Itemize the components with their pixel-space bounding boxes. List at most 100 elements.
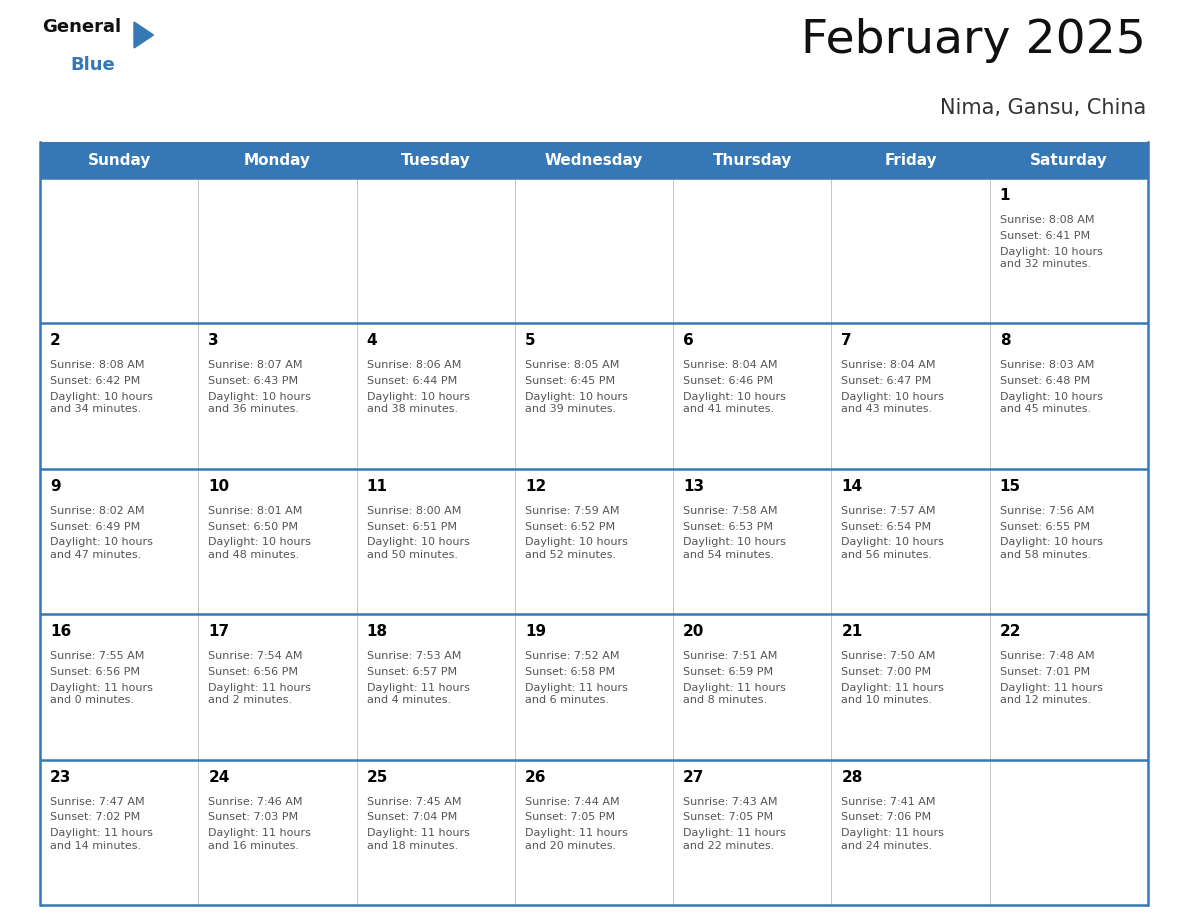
Text: Sunrise: 8:03 AM: Sunrise: 8:03 AM bbox=[1000, 361, 1094, 370]
Bar bbox=[198, 323, 356, 469]
Text: Sunrise: 7:46 AM: Sunrise: 7:46 AM bbox=[208, 797, 303, 807]
Text: Sunrise: 8:04 AM: Sunrise: 8:04 AM bbox=[841, 361, 936, 370]
Bar bbox=[674, 469, 832, 614]
Bar bbox=[832, 323, 990, 469]
Bar bbox=[674, 759, 832, 905]
Text: Sunset: 6:51 PM: Sunset: 6:51 PM bbox=[367, 521, 456, 532]
Text: Daylight: 11 hours
and 22 minutes.: Daylight: 11 hours and 22 minutes. bbox=[683, 828, 786, 851]
Text: Sunset: 6:53 PM: Sunset: 6:53 PM bbox=[683, 521, 773, 532]
Text: Tuesday: Tuesday bbox=[400, 152, 470, 167]
Text: Sunrise: 7:50 AM: Sunrise: 7:50 AM bbox=[841, 651, 936, 661]
Text: Sunrise: 7:44 AM: Sunrise: 7:44 AM bbox=[525, 797, 619, 807]
Text: Sunrise: 7:53 AM: Sunrise: 7:53 AM bbox=[367, 651, 461, 661]
Text: Sunset: 6:58 PM: Sunset: 6:58 PM bbox=[525, 667, 615, 677]
Text: Sunset: 7:01 PM: Sunset: 7:01 PM bbox=[1000, 667, 1089, 677]
Text: Sunset: 6:56 PM: Sunset: 6:56 PM bbox=[208, 667, 298, 677]
Text: Sunset: 6:47 PM: Sunset: 6:47 PM bbox=[841, 376, 931, 386]
Text: 14: 14 bbox=[841, 479, 862, 494]
Text: 13: 13 bbox=[683, 479, 704, 494]
Text: Daylight: 10 hours
and 58 minutes.: Daylight: 10 hours and 58 minutes. bbox=[1000, 537, 1102, 560]
Text: Daylight: 10 hours
and 34 minutes.: Daylight: 10 hours and 34 minutes. bbox=[50, 392, 153, 414]
Bar bbox=[832, 614, 990, 759]
Bar bbox=[990, 469, 1148, 614]
Text: Sunset: 6:55 PM: Sunset: 6:55 PM bbox=[1000, 521, 1089, 532]
Text: Sunrise: 7:51 AM: Sunrise: 7:51 AM bbox=[683, 651, 777, 661]
Text: 17: 17 bbox=[208, 624, 229, 639]
Text: Daylight: 10 hours
and 52 minutes.: Daylight: 10 hours and 52 minutes. bbox=[525, 537, 627, 560]
Text: Daylight: 10 hours
and 32 minutes.: Daylight: 10 hours and 32 minutes. bbox=[1000, 247, 1102, 269]
Text: 2: 2 bbox=[50, 333, 61, 349]
Text: Sunrise: 8:04 AM: Sunrise: 8:04 AM bbox=[683, 361, 778, 370]
Text: Daylight: 11 hours
and 24 minutes.: Daylight: 11 hours and 24 minutes. bbox=[841, 828, 944, 851]
Text: Sunrise: 7:52 AM: Sunrise: 7:52 AM bbox=[525, 651, 619, 661]
Bar bbox=[356, 323, 514, 469]
Text: 27: 27 bbox=[683, 769, 704, 785]
Text: 19: 19 bbox=[525, 624, 546, 639]
Text: Sunday: Sunday bbox=[88, 152, 151, 167]
Text: Sunrise: 7:47 AM: Sunrise: 7:47 AM bbox=[50, 797, 145, 807]
Text: 9: 9 bbox=[50, 479, 61, 494]
Text: Sunrise: 7:45 AM: Sunrise: 7:45 AM bbox=[367, 797, 461, 807]
Text: Sunset: 6:41 PM: Sunset: 6:41 PM bbox=[1000, 230, 1089, 241]
Text: Sunset: 6:44 PM: Sunset: 6:44 PM bbox=[367, 376, 457, 386]
Bar bbox=[198, 614, 356, 759]
Text: Sunrise: 7:54 AM: Sunrise: 7:54 AM bbox=[208, 651, 303, 661]
Text: Daylight: 11 hours
and 14 minutes.: Daylight: 11 hours and 14 minutes. bbox=[50, 828, 153, 851]
Text: 6: 6 bbox=[683, 333, 694, 349]
Text: 12: 12 bbox=[525, 479, 546, 494]
Bar bbox=[514, 323, 674, 469]
Text: Sunrise: 8:00 AM: Sunrise: 8:00 AM bbox=[367, 506, 461, 516]
Text: Sunrise: 7:56 AM: Sunrise: 7:56 AM bbox=[1000, 506, 1094, 516]
Text: Thursday: Thursday bbox=[713, 152, 792, 167]
Text: Monday: Monday bbox=[244, 152, 311, 167]
Bar bbox=[514, 759, 674, 905]
Text: Daylight: 10 hours
and 54 minutes.: Daylight: 10 hours and 54 minutes. bbox=[683, 537, 786, 560]
Bar bbox=[40, 614, 198, 759]
Bar bbox=[198, 759, 356, 905]
Text: Sunset: 6:57 PM: Sunset: 6:57 PM bbox=[367, 667, 456, 677]
Text: Daylight: 10 hours
and 39 minutes.: Daylight: 10 hours and 39 minutes. bbox=[525, 392, 627, 414]
Bar bbox=[40, 469, 198, 614]
Text: Sunrise: 7:41 AM: Sunrise: 7:41 AM bbox=[841, 797, 936, 807]
Text: Daylight: 11 hours
and 4 minutes.: Daylight: 11 hours and 4 minutes. bbox=[367, 683, 469, 705]
Text: Wednesday: Wednesday bbox=[545, 152, 643, 167]
Text: Sunset: 6:42 PM: Sunset: 6:42 PM bbox=[50, 376, 140, 386]
Bar bbox=[198, 178, 356, 323]
Text: Daylight: 11 hours
and 10 minutes.: Daylight: 11 hours and 10 minutes. bbox=[841, 683, 944, 705]
Text: Sunset: 6:48 PM: Sunset: 6:48 PM bbox=[1000, 376, 1089, 386]
Bar bbox=[674, 323, 832, 469]
Text: 7: 7 bbox=[841, 333, 852, 349]
Text: Sunset: 7:05 PM: Sunset: 7:05 PM bbox=[683, 812, 773, 823]
Text: 28: 28 bbox=[841, 769, 862, 785]
Text: Daylight: 11 hours
and 8 minutes.: Daylight: 11 hours and 8 minutes. bbox=[683, 683, 786, 705]
Text: Sunrise: 8:07 AM: Sunrise: 8:07 AM bbox=[208, 361, 303, 370]
Text: Sunrise: 8:08 AM: Sunrise: 8:08 AM bbox=[50, 361, 145, 370]
Bar bbox=[356, 469, 514, 614]
Bar bbox=[990, 759, 1148, 905]
Text: 4: 4 bbox=[367, 333, 378, 349]
Text: Sunrise: 8:08 AM: Sunrise: 8:08 AM bbox=[1000, 215, 1094, 225]
Text: Daylight: 10 hours
and 47 minutes.: Daylight: 10 hours and 47 minutes. bbox=[50, 537, 153, 560]
Text: Daylight: 10 hours
and 48 minutes.: Daylight: 10 hours and 48 minutes. bbox=[208, 537, 311, 560]
Bar bbox=[674, 614, 832, 759]
Text: Sunset: 6:56 PM: Sunset: 6:56 PM bbox=[50, 667, 140, 677]
Text: Sunset: 7:03 PM: Sunset: 7:03 PM bbox=[208, 812, 298, 823]
Bar bbox=[832, 759, 990, 905]
Bar bbox=[356, 614, 514, 759]
Text: 11: 11 bbox=[367, 479, 387, 494]
Text: Daylight: 11 hours
and 16 minutes.: Daylight: 11 hours and 16 minutes. bbox=[208, 828, 311, 851]
Bar bbox=[356, 759, 514, 905]
Text: Sunset: 6:45 PM: Sunset: 6:45 PM bbox=[525, 376, 615, 386]
Text: Sunrise: 7:57 AM: Sunrise: 7:57 AM bbox=[841, 506, 936, 516]
Text: Daylight: 11 hours
and 18 minutes.: Daylight: 11 hours and 18 minutes. bbox=[367, 828, 469, 851]
Bar bbox=[990, 178, 1148, 323]
Text: Sunset: 7:05 PM: Sunset: 7:05 PM bbox=[525, 812, 615, 823]
Text: 8: 8 bbox=[1000, 333, 1010, 349]
Text: Sunrise: 7:59 AM: Sunrise: 7:59 AM bbox=[525, 506, 619, 516]
Text: 22: 22 bbox=[1000, 624, 1022, 639]
Text: 25: 25 bbox=[367, 769, 388, 785]
Text: 10: 10 bbox=[208, 479, 229, 494]
Text: Daylight: 10 hours
and 45 minutes.: Daylight: 10 hours and 45 minutes. bbox=[1000, 392, 1102, 414]
Bar bbox=[514, 469, 674, 614]
Text: 18: 18 bbox=[367, 624, 387, 639]
